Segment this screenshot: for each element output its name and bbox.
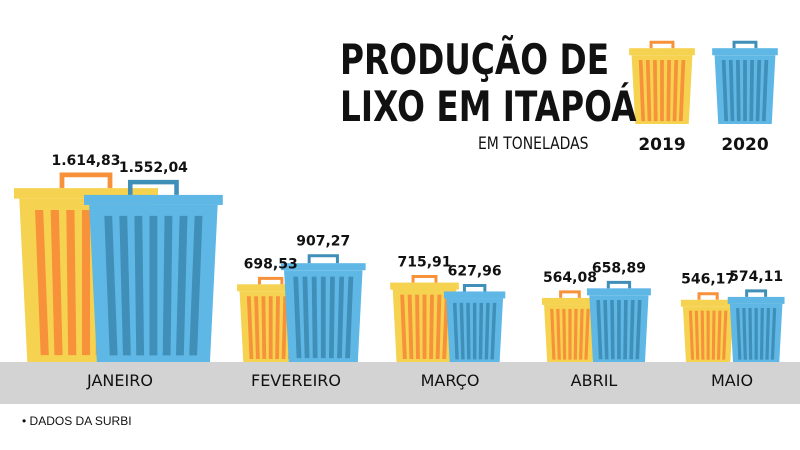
data-label-2020-3: 658,89 xyxy=(592,260,646,276)
legend-label-2019: 2019 xyxy=(638,135,685,155)
data-label-2019-3: 564,08 xyxy=(543,270,597,286)
category-label-1: FEVEREIRO xyxy=(251,371,341,390)
category-labels-layer: JANEIRO FEVEREIRO MARÇO ABRIL MAIO xyxy=(86,371,753,390)
title-line-2: LIXO EM ITAPOÁ xyxy=(340,82,637,131)
data-label-2020-2: 627,96 xyxy=(448,263,502,279)
floor-band xyxy=(0,362,800,404)
category-label-4: MAIO xyxy=(711,371,753,390)
category-label-3: ABRIL xyxy=(571,371,618,390)
bar-2020-4 xyxy=(727,289,785,362)
bar-2020-1 xyxy=(280,254,366,362)
bar-2019-1 xyxy=(237,276,305,362)
legend-label-2020: 2020 xyxy=(721,135,768,155)
bar-2020-3 xyxy=(586,280,651,362)
bar-2020-2 xyxy=(443,283,506,362)
category-label-0: JANEIRO xyxy=(86,371,153,390)
legend: 2019 2020 xyxy=(629,40,778,155)
data-label-2020-4: 574,11 xyxy=(729,269,783,285)
value-labels-layer: 1.614,831.552,04 698,53 907,27 715,91627,96… xyxy=(51,153,783,288)
bar-2019-4 xyxy=(680,292,736,362)
data-label-2019-4: 546,17 xyxy=(681,272,735,288)
bar-2019-2 xyxy=(390,275,459,362)
category-label-2: MARÇO xyxy=(421,371,480,390)
title-line-1: PRODUÇÃO DE xyxy=(340,35,610,84)
bins-layer xyxy=(13,172,785,362)
bar-2020-0 xyxy=(84,179,223,362)
chart-title: PRODUÇÃO DE LIXO EM ITAPOÁ xyxy=(340,36,636,130)
data-label-2020-0: 1.552,04 xyxy=(119,160,188,176)
legend-bin-2020 xyxy=(712,40,778,125)
legend-bin-2019 xyxy=(629,40,695,125)
bar-2019-3 xyxy=(541,290,598,362)
data-label-2019-1: 698,53 xyxy=(244,256,298,272)
chart-subtitle: EM TONELADAS xyxy=(478,134,589,154)
source-note: • DADOS DA SURBI xyxy=(22,414,132,428)
data-label-2019-2: 715,91 xyxy=(398,255,452,271)
data-label-2019-0: 1.614,83 xyxy=(51,153,120,169)
data-label-2020-1: 907,27 xyxy=(296,234,350,250)
